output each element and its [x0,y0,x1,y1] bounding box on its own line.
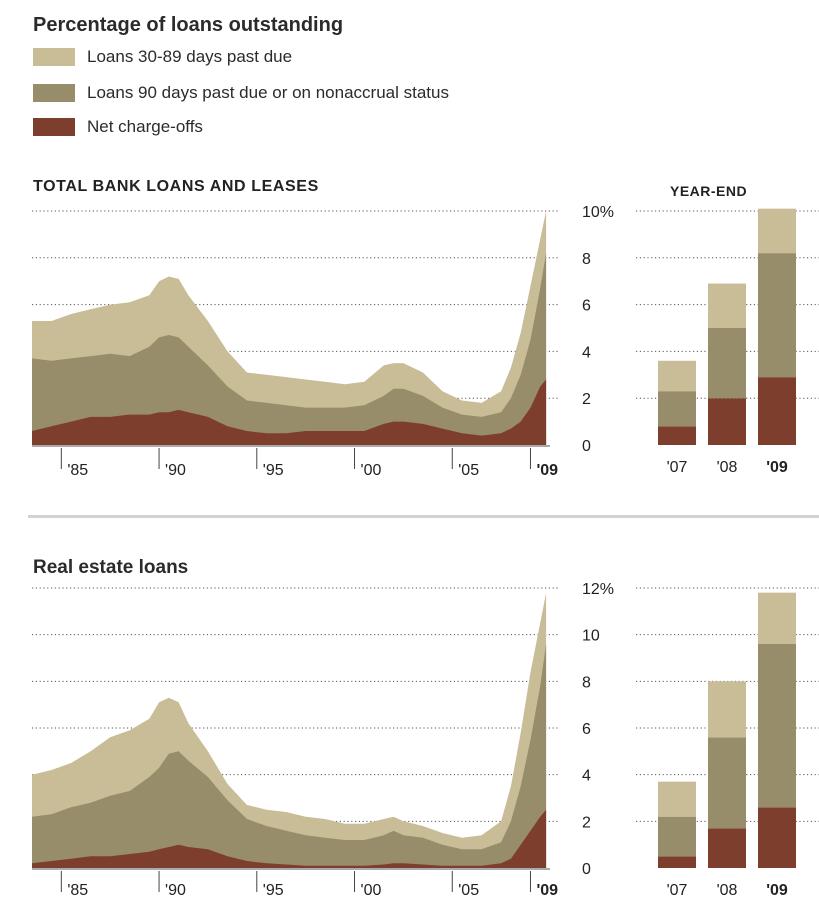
bar-2 [658,781,696,817]
y-tick-label: 4 [582,344,591,361]
x-tick-label: '95 [263,882,284,899]
bar-1 [658,816,696,857]
legend-swatch-30-89 [33,48,75,66]
bar-2 [758,592,796,644]
y-tick-label: 2 [582,391,591,408]
x-tick-label: '05 [458,882,479,899]
bar-1 [758,253,796,378]
x-tick-label: '85 [67,882,88,899]
bar-1 [758,644,796,808]
x-tick-label: '95 [263,462,284,479]
area-series-0 [32,809,547,868]
bar-0 [758,377,796,445]
chart-title-real-estate: Real estate loans [33,557,189,578]
y-tick-label: 6 [582,721,591,738]
y-tick-label: 0 [582,438,591,455]
bar-2 [708,283,746,328]
x-tick-label: '85 [67,462,88,479]
legend-swatch-charge-offs [33,118,75,136]
y-tick-label: 10% [582,204,614,221]
bar-1 [708,737,746,829]
legend-item-90-nonaccrual: Loans 90 days past due or on nonaccrual … [33,82,449,104]
area-series-1 [32,253,547,445]
bar-0 [658,856,696,868]
bar-1 [708,328,746,399]
legend-swatch-90-nonaccrual [33,84,75,102]
bar-1 [658,391,696,427]
legend-item-30-89: Loans 30-89 days past due [33,46,292,68]
legend-label-90-nonaccrual: Loans 90 days past due or on nonaccrual … [87,83,449,102]
x-tick-label: '90 [165,882,186,899]
y-tick-label: 4 [582,768,591,785]
bar-2 [758,208,796,254]
x-tick-label: '05 [458,462,479,479]
bar-0 [758,807,796,868]
y-tick-label: 12% [582,581,614,598]
bar-category-label: '09 [766,459,788,476]
chart-title-total: TOTAL BANK LOANS AND LEASES [33,178,319,195]
x-tick-label: '90 [165,462,186,479]
bar-2 [658,360,696,392]
bar-0 [708,828,746,868]
y-tick-label: 2 [582,814,591,831]
legend-label-30-89: Loans 30-89 days past due [87,47,293,66]
legend-title: Percentage of loans outstanding [33,14,344,36]
y-tick-label: 8 [582,674,591,691]
y-tick-label: 6 [582,298,591,315]
x-tick-label: '09 [536,462,558,479]
bar-category-label: '08 [717,882,738,899]
bar-category-label: '09 [766,882,788,899]
y-tick-label: 0 [582,861,591,878]
bar-category-label: '07 [667,459,688,476]
bar-2 [708,681,746,738]
bar-0 [658,426,696,445]
legend-label-charge-offs: Net charge-offs [87,117,203,136]
x-tick-label: '00 [361,462,382,479]
section-divider [28,515,819,518]
y-tick-label: 10 [582,628,600,645]
bar-0 [708,398,746,445]
area-series-1 [32,644,547,868]
chart-title-year-end: YEAR-END [670,183,748,199]
area-series-0 [32,379,547,445]
bar-category-label: '08 [717,459,738,476]
y-tick-label: 8 [582,251,591,268]
x-tick-label: '09 [536,882,558,899]
bar-category-label: '07 [667,882,688,899]
x-tick-label: '00 [361,882,382,899]
legend-item-charge-offs: Net charge-offs [33,116,203,138]
